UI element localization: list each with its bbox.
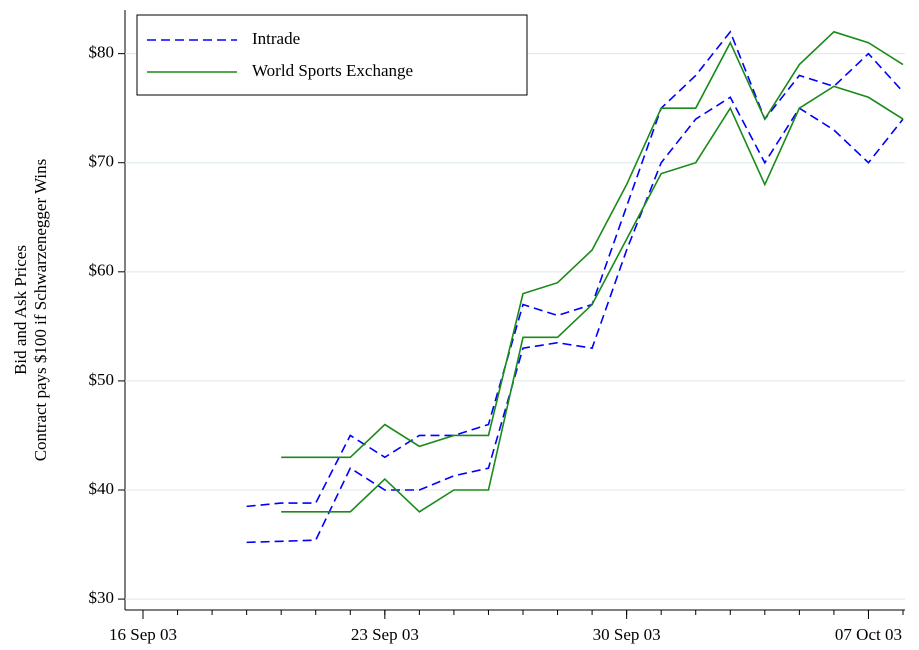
series-line xyxy=(246,96,904,544)
y-tick-label: $70 xyxy=(89,152,115,171)
series-line xyxy=(281,85,904,513)
y-label: Bid and Ask Prices xyxy=(11,245,30,375)
x-tick-label: 16 Sep 03 xyxy=(109,625,177,644)
legend-box xyxy=(136,14,528,96)
legend-label: World Sports Exchange xyxy=(252,61,413,80)
legend-label: Intrade xyxy=(252,29,300,48)
y-tick-label: $40 xyxy=(89,479,115,498)
y-label: Contract pays $100 if Schwarzenegger Win… xyxy=(31,159,50,462)
x-tick-label: 30 Sep 03 xyxy=(593,625,661,644)
series-line xyxy=(246,30,904,508)
y-tick-label: $30 xyxy=(89,588,115,607)
y-tick-label: $50 xyxy=(89,370,115,389)
y-tick-label: $80 xyxy=(89,43,115,62)
series-line xyxy=(281,30,904,459)
y-tick-label: $60 xyxy=(89,261,115,280)
x-tick-label: 07 Oct 03 xyxy=(835,625,902,644)
x-tick-label: 23 Sep 03 xyxy=(351,625,419,644)
